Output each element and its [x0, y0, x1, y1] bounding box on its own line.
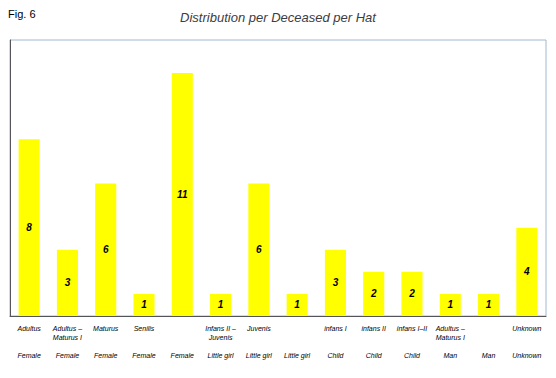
svg-text:Female: Female: [94, 352, 117, 359]
svg-text:Female: Female: [171, 352, 194, 359]
svg-text:Juvenis: Juvenis: [208, 334, 233, 341]
svg-text:6: 6: [103, 244, 109, 255]
svg-text:2: 2: [408, 288, 415, 299]
svg-text:Child: Child: [366, 352, 383, 359]
svg-text:Man: Man: [482, 352, 496, 359]
svg-text:Female: Female: [17, 352, 40, 359]
svg-text:infans I: infans I: [324, 325, 347, 332]
svg-text:Little girl: Little girl: [208, 352, 235, 360]
svg-text:Juvenis: Juvenis: [246, 325, 271, 332]
svg-text:4: 4: [523, 266, 530, 277]
svg-text:Child: Child: [404, 352, 421, 359]
svg-text:Female: Female: [56, 352, 79, 359]
svg-text:Little girl: Little girl: [284, 352, 311, 360]
svg-text:Maturus I: Maturus I: [53, 334, 82, 341]
svg-text:2: 2: [370, 288, 377, 299]
svg-text:Adultus –: Adultus –: [52, 325, 82, 332]
svg-text:Senilis: Senilis: [134, 325, 155, 332]
svg-text:Female: Female: [132, 352, 155, 359]
svg-text:Maturus: Maturus: [93, 325, 119, 332]
svg-text:infans I–II: infans I–II: [397, 325, 427, 332]
svg-text:infans II: infans II: [361, 325, 386, 332]
svg-text:Adultus –: Adultus –: [435, 325, 465, 332]
svg-text:Adultus: Adultus: [16, 325, 41, 332]
svg-text:1: 1: [218, 299, 224, 310]
svg-text:1: 1: [294, 299, 300, 310]
svg-text:11: 11: [177, 189, 188, 200]
svg-text:Child: Child: [327, 352, 344, 359]
svg-text:1: 1: [448, 299, 454, 310]
svg-text:Maturus I: Maturus I: [436, 334, 465, 341]
svg-text:8: 8: [26, 222, 32, 233]
svg-text:Distribution per Deceased per: Distribution per Deceased per Hat: [180, 10, 377, 25]
svg-text:6: 6: [256, 244, 262, 255]
svg-text:3: 3: [65, 277, 71, 288]
svg-text:Little girl: Little girl: [246, 352, 273, 360]
svg-text:1: 1: [141, 299, 147, 310]
svg-text:Infans II –: Infans II –: [205, 325, 236, 332]
svg-text:Fig. 6: Fig. 6: [8, 8, 36, 20]
svg-text:Unknown: Unknown: [512, 325, 541, 332]
svg-text:Unknown: Unknown: [512, 352, 541, 359]
svg-text:3: 3: [333, 277, 339, 288]
svg-text:Man: Man: [443, 352, 457, 359]
svg-text:1: 1: [486, 299, 492, 310]
